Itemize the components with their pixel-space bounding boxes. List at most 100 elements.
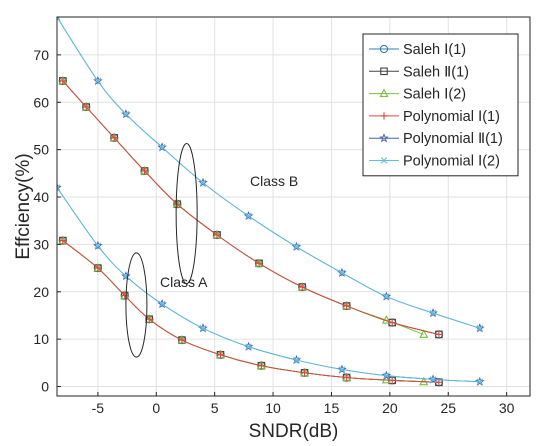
data-point: [255, 259, 263, 267]
data-point: [157, 142, 167, 152]
data-point: [216, 351, 225, 359]
x-axis-label: SNDR(dB): [249, 421, 339, 442]
annotation-layer: Class B Class A: [125, 142, 298, 358]
data-point: [157, 299, 167, 309]
data-point: [343, 373, 351, 382]
legend-marker: [380, 157, 388, 164]
legend-entry: Saleh Ⅱ(1): [369, 64, 469, 80]
plot-frame: [56, 16, 531, 397]
series-line: [62, 240, 424, 383]
data-point: [94, 264, 102, 272]
data-point: [140, 167, 149, 175]
data-point: [476, 324, 484, 332]
series-line: [62, 240, 439, 383]
legend-box: [362, 33, 519, 177]
series-class-a-8: [58, 235, 429, 386]
series-class-a-11: [57, 184, 484, 386]
data-point: [158, 300, 166, 308]
series-class-b-3: [59, 77, 443, 339]
data-point: [82, 103, 90, 111]
data-point: [429, 376, 437, 383]
data-point: [337, 364, 347, 374]
data-point: [243, 210, 254, 221]
y-tick-label: 10: [33, 331, 49, 347]
data-point: [57, 17, 61, 21]
data-point: [198, 177, 208, 187]
x-tick-label: 30: [499, 400, 515, 416]
legend-label: Polynomial Ⅰ(2): [403, 154, 500, 170]
x-tick-label: 25: [440, 400, 456, 416]
data-point: [338, 366, 346, 373]
x-tick-label: -5: [92, 400, 105, 416]
data-point: [59, 237, 67, 245]
y-tick-label: 30: [33, 236, 49, 252]
data-point: [94, 242, 102, 250]
data-point: [298, 283, 306, 291]
legend-entry: Polynomial Ⅱ(1): [369, 131, 503, 147]
data-point: [343, 302, 351, 310]
annotation-ellipse: [175, 142, 198, 285]
legend-entry: Polynomial Ⅰ(2): [369, 154, 500, 170]
legend: Saleh Ⅰ(1) Saleh Ⅱ(1) Saleh Ⅰ(2) Polynomial…: [362, 33, 519, 177]
data-point: [59, 77, 67, 85]
data-point: [291, 354, 302, 365]
data-point: [383, 293, 390, 300]
y-tick-label: 0: [41, 379, 49, 395]
data-point: [381, 370, 392, 380]
data-point: [419, 329, 429, 338]
series-class-a-10: [57, 182, 485, 386]
series-line: [62, 240, 439, 383]
legend-marker: [379, 88, 389, 98]
legend-marker: [380, 112, 388, 120]
x-tick-label: 0: [152, 400, 160, 416]
legend-marker: [379, 44, 389, 54]
y-tick-label: 50: [33, 142, 49, 158]
data-point: [93, 240, 103, 250]
series-class-a-9: [59, 237, 443, 386]
annotation-label: Class A: [160, 274, 208, 290]
series-line: [57, 187, 480, 383]
legend-label: Polynomial Ⅰ(1): [403, 109, 500, 125]
x-tick-label: 15: [324, 400, 340, 416]
data-point: [435, 330, 443, 339]
x-tick-label: 10: [265, 400, 281, 416]
data-point: [257, 362, 265, 370]
data-point: [245, 343, 252, 350]
data-point: [199, 179, 207, 187]
data-point: [93, 75, 103, 86]
data-point: [213, 231, 221, 239]
data-point: [173, 200, 181, 208]
x-tick-label: 5: [211, 400, 219, 416]
data-point: [122, 110, 130, 118]
data-point: [338, 269, 346, 277]
data-point: [245, 212, 252, 220]
y-tick-label: 20: [33, 284, 49, 300]
data-point: [158, 144, 166, 151]
series-line: [62, 240, 439, 383]
data-point: [388, 376, 396, 384]
data-point: [57, 184, 61, 191]
data-point: [121, 291, 129, 300]
series-layer: [57, 17, 485, 387]
data-point: [428, 374, 438, 384]
series-class-b-5: [57, 17, 484, 332]
data-point: [57, 182, 62, 192]
legend-label: Saleh Ⅰ(2): [403, 87, 466, 103]
data-point: [381, 374, 391, 384]
y-tick-label: 40: [33, 189, 49, 205]
data-point: [110, 134, 118, 142]
data-point: [476, 378, 484, 386]
legend-entry: Saleh Ⅰ(2): [369, 87, 466, 103]
legend-marker: [379, 133, 389, 143]
data-point: [300, 369, 309, 377]
legend-entry: Polynomial Ⅰ(1): [369, 109, 500, 125]
data-point: [388, 318, 396, 327]
data-point: [121, 271, 131, 281]
annotation-label: Class B: [250, 173, 298, 189]
tick-layer: -5 0 5 10 15 20 25 30 0 10 20 30 40 50 60 70: [33, 47, 514, 416]
legend-label: Saleh Ⅰ(1): [403, 42, 466, 58]
data-point: [94, 77, 102, 85]
y-tick-label: 60: [33, 94, 49, 110]
data-point: [199, 324, 207, 332]
